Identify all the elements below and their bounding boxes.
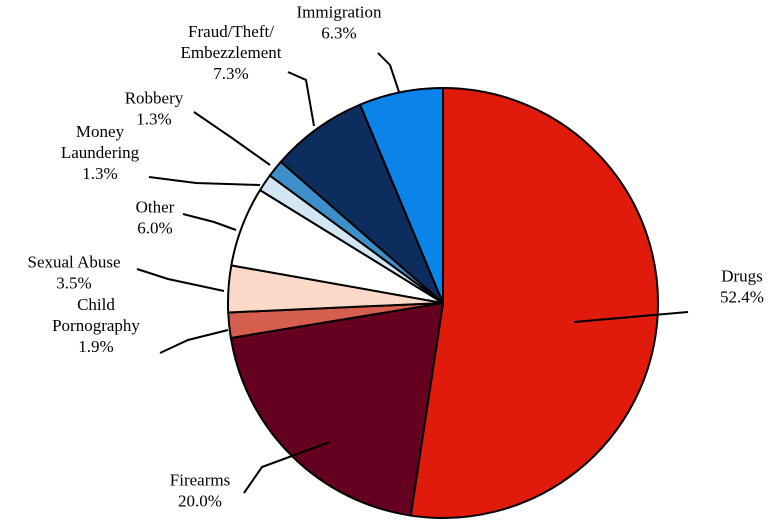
slice-value: 20.0% — [178, 492, 222, 511]
slice-label-6: Robbery 1.3% — [125, 89, 184, 129]
slice-value: 52.4% — [720, 288, 764, 307]
pie-slices — [227, 87, 659, 519]
slice-label-line: Embezzlement — [180, 43, 281, 62]
leader-line-6 — [193, 111, 271, 166]
leader-line-3 — [136, 268, 225, 292]
slice-label-line: Sexual Abuse — [27, 253, 120, 272]
slice-labels: Drugs 52.4% Firearms 20.0% Child Pornography 1… — [27, 3, 763, 511]
slice-value: 6.3% — [321, 24, 356, 43]
slice-label-line: Other — [136, 198, 175, 217]
slice-label-line: Money — [76, 122, 125, 141]
slice-value: 6.0% — [137, 219, 172, 238]
leader-line-2 — [159, 329, 229, 354]
slice-label-4: Other 6.0% — [136, 198, 175, 238]
leader-line-1 — [243, 441, 331, 494]
slice-value: 1.9% — [78, 337, 113, 356]
pie-slice-8 — [359, 87, 444, 304]
slice-label-line: Drugs — [721, 267, 763, 286]
pie-slice-7 — [279, 103, 444, 304]
slice-value: 7.3% — [213, 64, 248, 83]
slice-label-2: Child Pornography 1.9% — [52, 295, 140, 356]
slice-label-line: Laundering — [61, 143, 140, 162]
slice-label-line: Robbery — [125, 89, 184, 108]
slice-label-8: Immigration 6.3% — [297, 3, 382, 43]
leader-line-0 — [573, 311, 689, 323]
leader-lines — [136, 52, 689, 494]
leader-line-7 — [287, 71, 315, 127]
slice-label-line: Firearms — [170, 471, 230, 490]
pie-slice-0 — [409, 87, 659, 519]
slice-label-5: Money Laundering 1.3% — [61, 122, 140, 183]
slice-label-1: Firearms 20.0% — [170, 471, 230, 511]
slice-value: 1.3% — [136, 110, 171, 129]
slice-value: 1.3% — [82, 164, 117, 183]
leader-line-4 — [182, 213, 237, 231]
leader-line-8 — [377, 52, 400, 93]
slice-label-line: Fraud/Theft/ — [188, 22, 274, 41]
pie-slice-1 — [229, 302, 444, 517]
slice-label-7: Fraud/Theft/Embezzlement 7.3% — [180, 22, 281, 83]
slice-label-0: Drugs 52.4% — [720, 267, 764, 307]
slice-label-line: Pornography — [52, 316, 140, 335]
slice-label-3: Sexual Abuse 3.5% — [27, 253, 120, 293]
slice-label-line: Immigration — [297, 3, 382, 22]
slice-value: 3.5% — [56, 274, 91, 293]
slice-label-line: Child — [77, 295, 115, 314]
leader-line-5 — [148, 176, 261, 186]
